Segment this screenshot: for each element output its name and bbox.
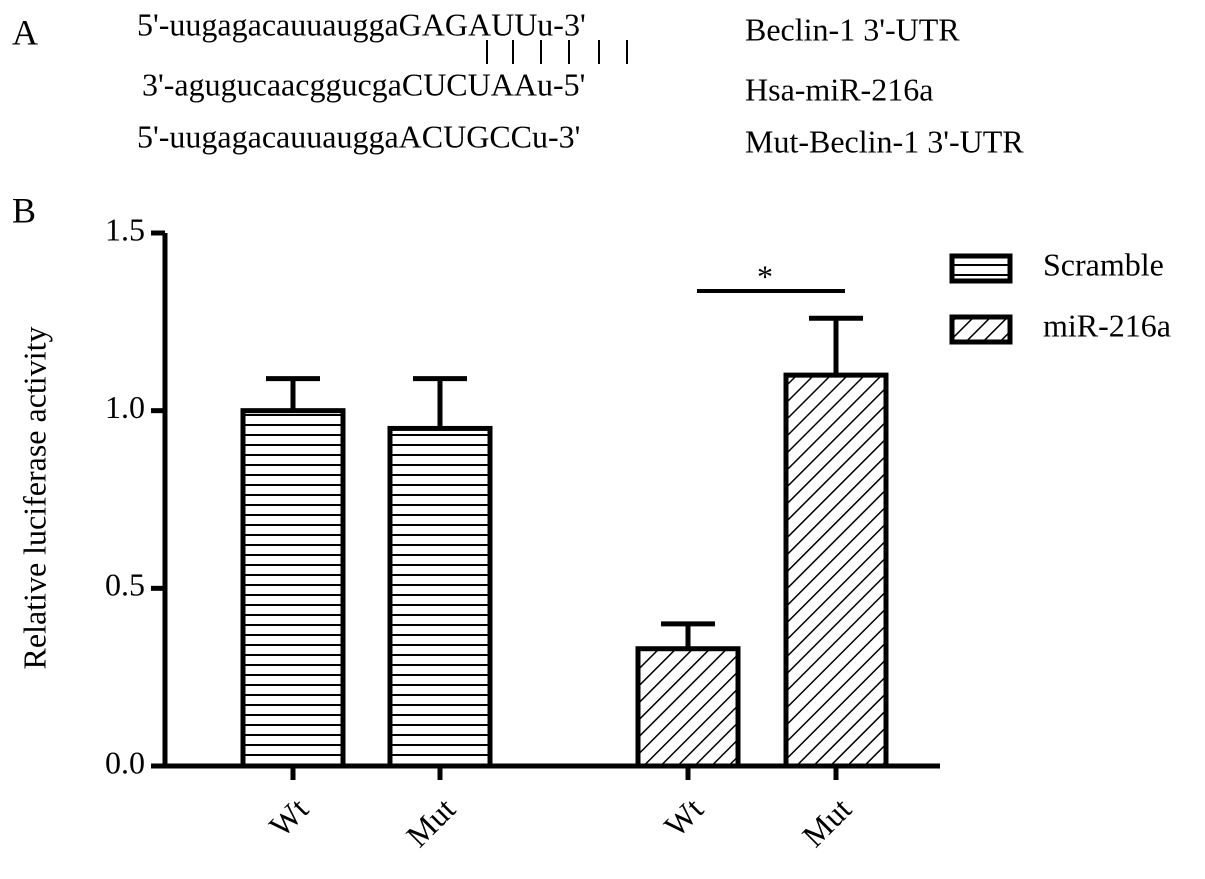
legend-swatch bbox=[949, 314, 1013, 345]
bar bbox=[240, 408, 346, 769]
sequence-label: Mut-Beclin-1 3'-UTR bbox=[745, 123, 1024, 159]
x-tick-label: Wt bbox=[657, 791, 710, 844]
sequence-label: Beclin-1 3'-UTR bbox=[745, 11, 960, 47]
y-tick-label: 1.5 bbox=[105, 211, 145, 247]
sequence-label: Hsa-miR-216a bbox=[745, 71, 933, 107]
x-tick-label: Mut bbox=[795, 791, 858, 854]
legend-swatch bbox=[949, 253, 1013, 284]
bar bbox=[783, 372, 889, 769]
legend-label: miR-216a bbox=[1043, 307, 1171, 343]
y-tick-label: 0.0 bbox=[105, 744, 145, 780]
panel-label: B bbox=[12, 190, 36, 230]
y-tick-label: 0.5 bbox=[105, 567, 145, 603]
sequence: 5'-uugagacauuauggaGAGAUUu-3' bbox=[137, 6, 586, 42]
bar bbox=[387, 425, 493, 769]
significance-mark: * bbox=[757, 258, 773, 294]
bar bbox=[635, 646, 741, 769]
base-pairing bbox=[486, 40, 628, 64]
y-tick-label: 1.0 bbox=[105, 389, 145, 425]
panel-label: A bbox=[12, 12, 38, 52]
x-tick-label: Wt bbox=[262, 791, 315, 844]
sequence: 3'-agugucaacggucgaCUCUAAu-5' bbox=[142, 66, 585, 102]
sequence: 5'-uugagacauuauggaACUGCCu-3' bbox=[137, 118, 580, 154]
y-axis-label: Relative luciferase activity bbox=[16, 327, 52, 670]
legend-label: Scramble bbox=[1043, 246, 1164, 282]
x-tick-label: Mut bbox=[399, 791, 462, 854]
